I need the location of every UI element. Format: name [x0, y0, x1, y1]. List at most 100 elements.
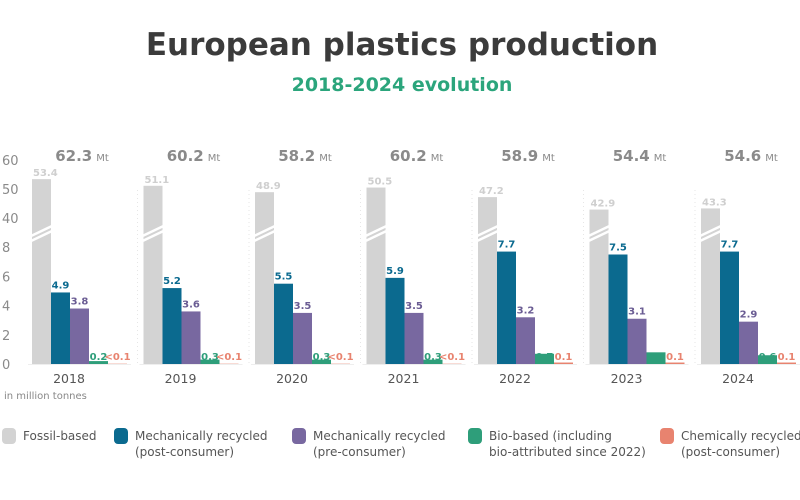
axis-break-mark: [364, 224, 388, 243]
value-label: 0.3: [201, 352, 219, 363]
total-label: 60.2 Mt: [167, 147, 221, 165]
legend-label: Chemically recycled: [681, 429, 800, 443]
bar-fossil: [701, 208, 720, 364]
value-label: 5.2: [163, 276, 181, 287]
x-tick-label: 2024: [722, 371, 754, 386]
value-label: 5.9: [386, 266, 404, 277]
legend-item: Fossil-based: [2, 428, 97, 444]
axis-break-mark: [30, 224, 53, 243]
legend-label: Mechanically recycled: [135, 429, 267, 443]
bar-bio: [758, 355, 777, 364]
bar-mech-pre: [739, 321, 758, 364]
value-label: <0.1: [327, 352, 353, 363]
total-label: 58.9 Mt: [501, 147, 555, 165]
value-label: 0.1: [555, 352, 573, 363]
value-label: 53.4: [33, 168, 58, 179]
bar-group-2024: 54.6 Mt 43.3 7.7 2.9 0.6 0.1 2024: [694, 147, 800, 386]
value-label: 7.7: [498, 240, 516, 251]
total-label: 54.6 Mt: [724, 147, 778, 165]
bar-fossil: [32, 179, 51, 364]
value-label: 3.5: [294, 301, 312, 312]
bar-fossil: [255, 192, 274, 364]
bar-bio: [423, 359, 443, 364]
total-label: 62.3 Mt: [55, 147, 109, 165]
axis-break-mark: [253, 224, 276, 243]
value-label: 7.5: [609, 243, 627, 254]
value-label: 0.3: [313, 352, 331, 363]
bar-bio: [535, 353, 554, 364]
legend-label: Mechanically recycled: [313, 429, 445, 443]
bar-mech-pre: [516, 317, 535, 364]
axis-break-mark: [699, 224, 722, 243]
legend-swatch: [114, 428, 128, 444]
y-tick-label: 2: [2, 329, 10, 344]
y-tick-label: 0: [2, 358, 10, 373]
bar-fossil: [143, 185, 163, 364]
legend-item: Mechanically recycled (pre-consumer): [292, 428, 445, 459]
legend-item: Mechanically recycled (post-consumer): [114, 428, 267, 459]
total-label: 60.2 Mt: [390, 147, 444, 165]
legend-label: Fossil-based: [23, 429, 97, 443]
value-label: <0.1: [439, 352, 465, 363]
value-label: 48.9: [256, 181, 281, 192]
legend-label: Bio-based (including: [489, 429, 612, 443]
value-label: 50.5: [368, 177, 393, 188]
axis-break-mark: [141, 224, 165, 243]
bar-group-2020: 58.2 Mt 48.9 5.5 3.5 0.3<0.1 2020: [248, 147, 354, 386]
value-label: 47.2: [479, 186, 504, 197]
bar-mech-pre: [404, 312, 424, 364]
x-tick-label: 2020: [276, 371, 308, 386]
bar-fossil: [589, 209, 609, 364]
value-label: 42.9: [591, 199, 616, 210]
bar-bio: [646, 352, 666, 364]
chart-title: European plastics production: [146, 27, 658, 63]
bar-mech-pre: [293, 312, 312, 364]
x-tick-label: 2018: [53, 371, 85, 386]
bar-mech-post: [162, 288, 182, 364]
value-label: 3.5: [405, 301, 423, 312]
value-label: <0.1: [216, 352, 242, 363]
bar-mech-pre: [181, 311, 201, 364]
bar-mech-post: [274, 283, 293, 364]
bar-bio: [312, 359, 331, 364]
value-label: 2.9: [740, 310, 758, 321]
value-label: 0.3: [424, 352, 442, 363]
bar-bio: [200, 359, 220, 364]
legend-item: Bio-based (including bio-attributed since…: [468, 428, 646, 459]
y-tick-label: 50: [2, 183, 19, 198]
value-label: 4.9: [52, 280, 70, 291]
x-tick-label: 2022: [499, 371, 531, 386]
legend-label: (pre-consumer): [313, 445, 406, 459]
value-label: 0.1: [778, 352, 796, 363]
bar-fossil: [366, 187, 386, 364]
bar-fossil: [478, 197, 497, 364]
y-tick-label: 8: [2, 241, 10, 256]
value-label: 0.7: [536, 352, 554, 363]
bar-group-2021: 60.2 Mt 50.5 5.9 3.5 0.3<0.1 2021: [360, 147, 466, 386]
legend-swatch: [660, 428, 674, 444]
legend-swatch: [292, 428, 306, 444]
value-label: 3.2: [517, 305, 535, 316]
legend-label: bio-attributed since 2022): [489, 445, 646, 459]
bar-bio: [89, 361, 108, 364]
legend: Fossil-based Mechanically recycled (post-c…: [2, 428, 800, 459]
bar-chemical: [554, 362, 573, 364]
value-label: 7.7: [721, 240, 739, 251]
y-tick-label: 4: [2, 300, 10, 315]
value-label: 5.5: [275, 272, 293, 283]
bar-mech-post: [385, 277, 405, 364]
total-label: 54.4 Mt: [613, 147, 667, 165]
bar-group-2023: 54.4 Mt 42.9 7.5 3.1 0.8 0.1 2023: [583, 147, 689, 386]
legend-item: Chemically recycled (post-consumer): [660, 428, 800, 459]
bar-group-2019: 60.2 Mt 51.1 5.2 3.6 0.3<0.1 2019: [137, 147, 243, 386]
y-tick-label: 60: [2, 154, 19, 169]
value-label: 0.6: [759, 352, 777, 363]
bar-chemical: [777, 362, 796, 364]
y-tick-label: 6: [2, 270, 10, 285]
value-label: 3.1: [628, 307, 646, 318]
x-tick-label: 2023: [611, 371, 643, 386]
bar-group-2022: 58.9 Mt 47.2 7.7 3.2 0.7 0.1 2022: [471, 147, 577, 386]
value-label: 0.8: [647, 352, 665, 363]
x-tick-label: 2021: [388, 371, 420, 386]
